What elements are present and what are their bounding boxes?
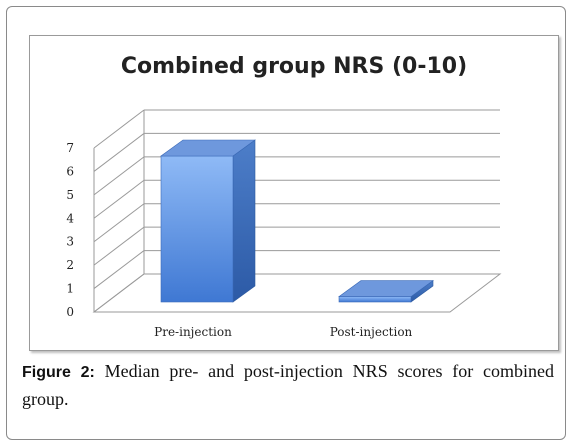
figure-frame: Combined group NRS (0-10) 0 1 2 3 4 5 6 7 Pre-i… bbox=[6, 6, 566, 440]
y-tick-label: 6 bbox=[66, 164, 74, 178]
bar bbox=[338, 279, 434, 303]
bar-top bbox=[338, 280, 434, 297]
bar-layer bbox=[160, 139, 434, 303]
x-category-label: Pre-injection bbox=[154, 325, 232, 339]
gridline-side bbox=[93, 250, 145, 289]
y-tick-label: 2 bbox=[66, 258, 74, 272]
chart-area: Combined group NRS (0-10) 0 1 2 3 4 5 6 7 Pre-i… bbox=[29, 35, 559, 351]
gridline-side bbox=[93, 226, 145, 266]
gridline-side bbox=[93, 203, 145, 243]
gridline-side bbox=[93, 179, 145, 219]
y-tick-label: 3 bbox=[66, 235, 74, 249]
chart-svg: 0 1 2 3 4 5 6 7 Pre-injection Post-injection bbox=[66, 109, 502, 339]
bar-front bbox=[338, 296, 412, 303]
bar-front bbox=[160, 155, 234, 303]
chart-title: Combined group NRS (0-10) bbox=[120, 54, 468, 79]
grid-layer bbox=[92, 109, 502, 313]
gridline-side bbox=[93, 109, 145, 149]
caption-label: Figure 2: bbox=[22, 364, 95, 381]
y-tick-label: 1 bbox=[66, 282, 74, 296]
y-tick-label: 0 bbox=[66, 305, 74, 319]
caption-text: Median pre- and post-injection NRS score… bbox=[22, 361, 554, 409]
y-axis-ticks: 0 1 2 3 4 5 6 7 bbox=[66, 141, 74, 319]
y-tick-label: 4 bbox=[66, 211, 74, 225]
y-tick-label: 7 bbox=[66, 141, 74, 155]
x-category-label: Post-injection bbox=[330, 325, 413, 339]
figure-caption: Figure 2: Median pre- and post-injection… bbox=[22, 358, 554, 412]
bar bbox=[160, 139, 256, 303]
gridline-side bbox=[93, 156, 145, 196]
y-tick-label: 5 bbox=[66, 188, 74, 202]
bar-side bbox=[232, 139, 256, 303]
chart-floor bbox=[92, 273, 502, 313]
bar-top bbox=[160, 139, 256, 157]
x-axis-categories: Pre-injection Post-injection bbox=[154, 325, 412, 339]
gridline-side bbox=[93, 133, 145, 172]
